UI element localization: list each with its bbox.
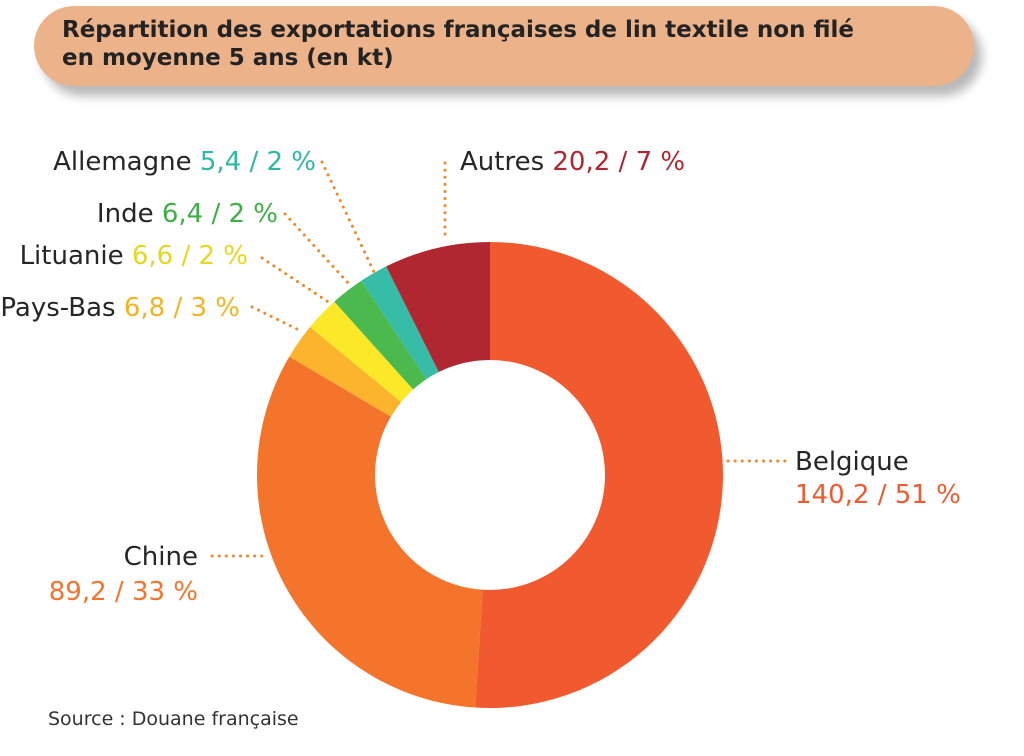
label-allemagne: Allemagne 5,4 / 2 % — [53, 147, 316, 177]
label-autres: Autres 20,2 / 7 % — [460, 147, 685, 177]
label-name-lituanie: Lituanie — [20, 241, 124, 271]
slice-lituanie — [310, 301, 414, 402]
slice-autres — [386, 242, 490, 373]
slice-chine — [257, 356, 483, 708]
label-name-allemagne: Allemagne — [53, 147, 191, 177]
label-inde: Inde 6,4 / 2 % — [97, 199, 278, 229]
leader-allemagne — [320, 160, 376, 274]
title-banner — [34, 6, 974, 86]
chart-title-line2: en moyenne 5 ans (en kt) — [62, 45, 394, 71]
slice-pays-bas — [289, 327, 402, 417]
source-note: Source : Douane française — [48, 708, 299, 730]
label-value-belgique: 140,2 / 51 % — [795, 480, 961, 510]
label-value-allemagne: 5,4 / 2 % — [192, 147, 316, 177]
donut-slices — [257, 242, 723, 708]
label-value-chine: 89,2 / 33 % — [49, 577, 198, 607]
slice-belgique — [475, 242, 723, 708]
slice-inde — [334, 280, 427, 390]
label-lituanie: Lituanie 6,6 / 2 % — [20, 241, 248, 271]
label-name-belgique: Belgique — [795, 447, 909, 477]
leader-pays-bas — [250, 305, 305, 334]
label-value-inde: 6,4 / 2 % — [154, 199, 278, 229]
label-name-chine: Chine — [124, 542, 198, 572]
leader-inde — [283, 212, 352, 287]
label-pays-bas: Pays-Bas 6,8 / 3 % — [0, 293, 240, 323]
leader-lituanie — [260, 256, 332, 305]
label-value-autres: 20,2 / 7 % — [544, 147, 685, 177]
label-name-autres: Autres — [460, 147, 544, 177]
leader-lines — [210, 160, 788, 558]
label-value-lituanie: 6,6 / 2 % — [124, 241, 248, 271]
label-name-inde: Inde — [97, 199, 154, 229]
slice-allemagne — [361, 266, 439, 380]
chart-title: Répartition des exportations françaises … — [62, 16, 962, 72]
label-name-pays-bas: Pays-Bas — [0, 293, 115, 323]
chart-title-line1: Répartition des exportations françaises … — [62, 17, 855, 43]
label-value-pays-bas: 6,8 / 3 % — [116, 293, 240, 323]
